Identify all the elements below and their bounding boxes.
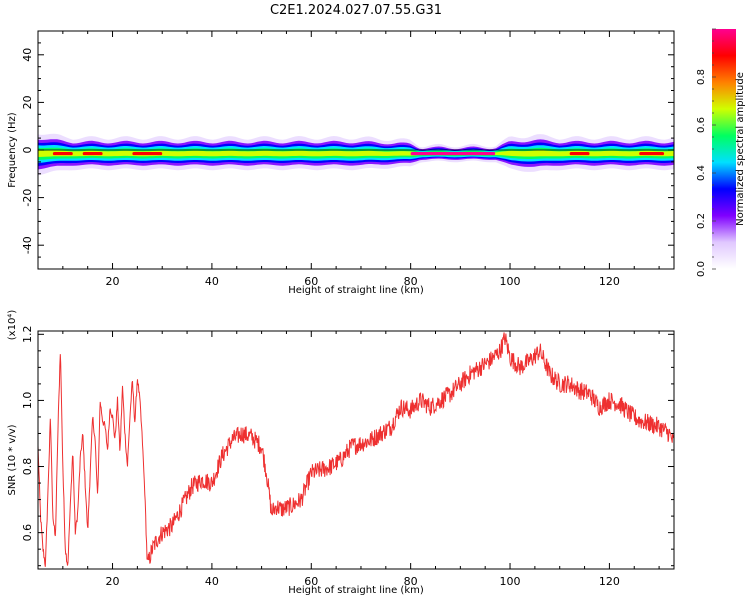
spectrogram-y-axis-label: Frequency (Hz) — [7, 112, 18, 188]
spectrogram-x-axis-label: Height of straight line (km) — [288, 285, 424, 296]
spectrogram-panel: 20 40 60 80 100 120 -40 -20 0 20 40 Height of stra… — [7, 30, 675, 296]
snr-y-axis-label: SNR (10 * v/v) — [7, 424, 18, 495]
x-tick-label: 20 — [106, 275, 120, 288]
y-tick-label: 1.2 — [21, 326, 34, 344]
colorbar: 0.0 0.2 0.4 0.6 0.8 Normalized spectral ampl… — [696, 28, 746, 277]
colorbar-gradient — [712, 29, 736, 269]
band-core-segment — [52, 151, 73, 156]
y-tick-label: 20 — [21, 95, 34, 109]
x-tick-label: 20 — [106, 575, 120, 588]
x-tick-label: 40 — [205, 275, 219, 288]
band-core-segment — [132, 151, 163, 156]
x-tick-label: 60 — [304, 575, 318, 588]
x-tick-label: 120 — [599, 275, 620, 288]
y-tick-label: -40 — [21, 236, 34, 254]
colorbar-label: Normalized spectral amplitude — [735, 72, 746, 226]
y-tick-label: -20 — [21, 189, 34, 207]
snr-multiplier-label: (x10⁴) — [7, 310, 18, 341]
y-tick-label: 1.0 — [21, 392, 34, 410]
y-tick-label: 0.6 — [21, 524, 34, 542]
colorbar-ticks: 0.0 0.2 0.4 0.6 0.8 — [696, 28, 716, 277]
x-tick-label: 60 — [304, 275, 318, 288]
x-tick-label: 100 — [500, 275, 521, 288]
colorbar-tick-label: 0.6 — [696, 117, 707, 133]
y-tick-label: 0.8 — [21, 458, 34, 476]
chart-title: C2E1.2024.027.07.55.G31 — [270, 3, 442, 18]
x-tick-label: 80 — [404, 575, 418, 588]
y-tick-label: 0 — [21, 147, 34, 154]
snr-series-line — [37, 332, 675, 567]
x-tick-label: 80 — [404, 275, 418, 288]
colorbar-tick-label: 0.8 — [696, 69, 707, 85]
y-tick-label: 40 — [21, 48, 34, 62]
x-tick-label: 100 — [500, 575, 521, 588]
spectrogram-ticks: 20 40 60 80 100 120 -40 -20 0 20 40 — [21, 30, 674, 288]
band-core-segment — [639, 151, 665, 156]
x-tick-label: 40 — [205, 575, 219, 588]
spectrogram-plot-area — [38, 133, 674, 176]
colorbar-tick-label: 0.0 — [696, 261, 707, 277]
snr-x-axis-label: Height of straight line (km) — [288, 585, 424, 596]
band-core-segment — [82, 151, 103, 156]
band-core-segment — [410, 151, 496, 156]
x-tick-label: 120 — [599, 575, 620, 588]
snr-ticks: 20 40 60 80 100 120 0.6 0.8 1.0 1.2 — [21, 326, 674, 588]
snr-panel: 20 40 60 80 100 120 0.6 0.8 1.0 1.2 Height of str… — [7, 310, 675, 596]
colorbar-tick-label: 0.4 — [696, 165, 707, 181]
colorbar-tick-label: 0.2 — [696, 213, 707, 229]
band-level-yellow — [38, 150, 674, 157]
band-core-segment — [569, 151, 590, 156]
